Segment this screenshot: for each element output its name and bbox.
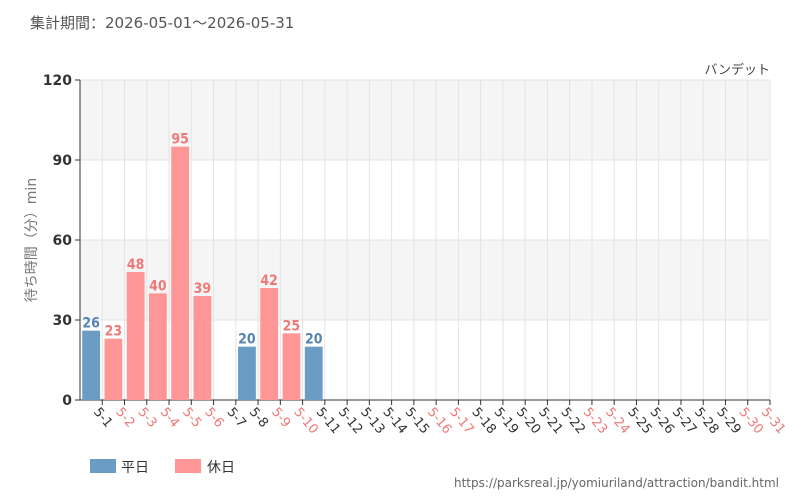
bar-5-10 bbox=[282, 333, 301, 400]
x-tick-label: 5-19 bbox=[491, 405, 521, 437]
x-tick-label: 5-26 bbox=[647, 405, 677, 437]
x-tick-label: 5-25 bbox=[624, 405, 654, 437]
y-tick-label: 0 bbox=[62, 393, 72, 409]
bar-5-2 bbox=[104, 338, 123, 400]
x-tick-label: 5-12 bbox=[335, 405, 365, 437]
x-tick-label: 5-16 bbox=[424, 405, 454, 437]
x-tick-label: 5-8 bbox=[246, 405, 271, 431]
x-tick-labels: 5-15-25-35-45-55-65-75-85-95-105-115-125… bbox=[90, 400, 788, 437]
x-tick-label: 5-6 bbox=[201, 405, 226, 431]
data-label-5-8: 20 bbox=[238, 332, 256, 348]
y-tick-label: 30 bbox=[53, 313, 73, 329]
x-tick-label: 5-7 bbox=[224, 405, 249, 431]
period-label: 集計期間：2026-05-01～2026-05-31 bbox=[30, 14, 294, 32]
bar-5-5 bbox=[171, 146, 190, 400]
bar-5-4 bbox=[149, 293, 167, 400]
x-tick-label: 5-21 bbox=[535, 405, 565, 437]
legend-swatch-weekday bbox=[90, 459, 116, 473]
y-tick-labels: 0 30 60 90 120 bbox=[43, 73, 80, 409]
x-tick-label: 5-23 bbox=[580, 405, 610, 437]
plot-band bbox=[80, 80, 770, 160]
x-tick-label: 5-2 bbox=[112, 405, 137, 431]
x-tick-label: 5-17 bbox=[446, 405, 476, 437]
y-tick-label: 120 bbox=[43, 73, 72, 89]
x-tick-label: 5-29 bbox=[713, 405, 743, 437]
source-url[interactable]: https://parksreal.jp/yomiuriland/attract… bbox=[454, 476, 779, 490]
legend: 平日 休日 bbox=[90, 459, 235, 476]
data-label-5-4: 40 bbox=[149, 278, 167, 294]
x-tick-label: 5-5 bbox=[179, 405, 204, 431]
data-label-5-3: 48 bbox=[127, 257, 145, 273]
legend-swatch-holiday bbox=[175, 459, 201, 473]
x-tick-label: 5-30 bbox=[736, 405, 766, 437]
data-label-5-11: 20 bbox=[305, 332, 323, 348]
x-tick-label: 5-28 bbox=[691, 405, 721, 437]
x-tick-label: 5-15 bbox=[402, 405, 432, 437]
data-label-5-10: 25 bbox=[283, 318, 301, 334]
x-tick-label: 5-11 bbox=[313, 405, 343, 437]
x-tick-label: 5-27 bbox=[669, 405, 699, 437]
y-tick-label: 60 bbox=[53, 233, 73, 249]
x-tick-label: 5-20 bbox=[513, 405, 543, 437]
x-tick-label: 5-9 bbox=[268, 405, 293, 431]
data-label-5-5: 95 bbox=[171, 132, 189, 148]
data-label-5-1: 26 bbox=[82, 316, 100, 332]
data-label-5-2: 23 bbox=[105, 324, 123, 340]
bar-5-11 bbox=[304, 346, 323, 400]
bar-5-1 bbox=[82, 330, 101, 400]
x-tick-label: 5-24 bbox=[602, 405, 632, 437]
x-tick-label: 5-31 bbox=[758, 405, 788, 437]
bar-5-8 bbox=[238, 346, 256, 400]
x-tick-label: 5-10 bbox=[290, 405, 320, 437]
data-label-5-6: 39 bbox=[194, 281, 212, 297]
legend-label-holiday: 休日 bbox=[207, 460, 235, 476]
x-tick-label: 5-3 bbox=[135, 405, 160, 431]
x-tick-label: 5-1 bbox=[90, 405, 115, 431]
legend-label-weekday: 平日 bbox=[121, 460, 149, 476]
x-tick-label: 5-22 bbox=[557, 405, 587, 437]
bar-5-6 bbox=[193, 296, 212, 400]
bar-5-3 bbox=[126, 272, 145, 400]
data-label-5-9: 42 bbox=[260, 273, 278, 289]
attraction-name: バンデット bbox=[704, 62, 770, 78]
x-tick-label: 5-14 bbox=[379, 405, 409, 437]
x-tick-label: 5-18 bbox=[468, 405, 498, 437]
y-axis-label: 待ち時間（分）min bbox=[24, 178, 40, 302]
y-tick-label: 90 bbox=[53, 153, 73, 169]
bars bbox=[82, 146, 323, 400]
gridlines bbox=[80, 79, 771, 400]
bar-5-9 bbox=[260, 288, 279, 400]
x-tick-label: 5-13 bbox=[357, 405, 387, 437]
x-tick-label: 5-4 bbox=[157, 405, 182, 431]
